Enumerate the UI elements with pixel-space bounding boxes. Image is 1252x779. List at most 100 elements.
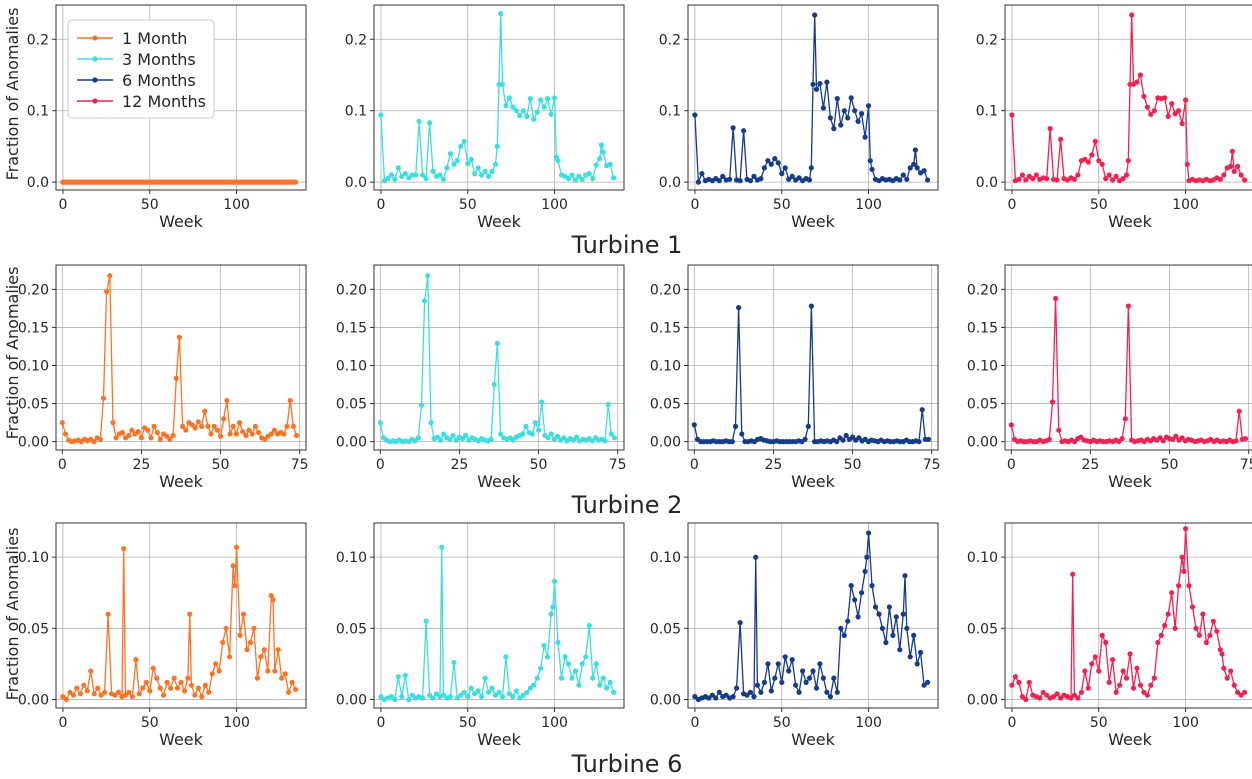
data-point [122, 692, 128, 698]
data-point [420, 172, 426, 178]
data-point [157, 436, 163, 442]
series-line-6-months [693, 306, 929, 443]
data-point [1214, 628, 1220, 634]
data-point [520, 108, 526, 114]
data-point [848, 95, 854, 101]
data-point [171, 675, 177, 681]
data-point [573, 434, 580, 440]
data-point [1129, 12, 1135, 18]
data-point [110, 420, 116, 426]
data-point [751, 173, 757, 179]
y-tick-label: 0.2 [976, 32, 998, 48]
data-point [824, 79, 830, 85]
data-point [536, 427, 542, 433]
data-point [548, 431, 554, 437]
y-tick-label: 0.05 [650, 621, 681, 637]
y-tick-label: 0.20 [650, 282, 681, 298]
data-point [852, 108, 858, 114]
data-point [425, 273, 431, 279]
data-point [552, 578, 558, 584]
data-point [1030, 176, 1036, 182]
data-point [548, 611, 554, 617]
data-point [1106, 679, 1112, 686]
data-point [1193, 625, 1199, 631]
data-point [758, 689, 764, 695]
data-point [1123, 675, 1130, 681]
y-tick-label: 0.20 [967, 282, 998, 298]
x-tick-label: 100 [1172, 715, 1199, 731]
x-tick-label: 0 [690, 715, 699, 731]
subplot-row1-12-months: 0 50 100 0.0 0.1 0.2 Week [976, 4, 1252, 231]
data-point [60, 694, 66, 700]
data-point [281, 431, 287, 437]
data-point [195, 685, 201, 691]
series-line-12-months [1011, 14, 1246, 182]
data-point [392, 696, 398, 703]
data-point [517, 695, 523, 701]
data-point [74, 685, 80, 691]
data-point [486, 173, 492, 179]
data-point [531, 682, 537, 688]
data-point [181, 688, 188, 694]
data-point [1047, 126, 1053, 132]
data-point [897, 177, 903, 183]
data-point [607, 679, 613, 686]
data-point [834, 96, 840, 102]
data-point [1151, 675, 1157, 681]
data-point [597, 682, 603, 688]
data-point [520, 692, 526, 698]
series-line-3-months [380, 547, 615, 702]
legend-label: 1 Month [122, 29, 187, 48]
data-point [178, 679, 184, 686]
data-point [216, 668, 222, 674]
data-point [761, 679, 768, 686]
data-point [803, 679, 809, 686]
legend-label: 3 Months [122, 50, 196, 69]
data-point [211, 423, 217, 429]
data-point [747, 689, 754, 695]
x-axis-label: Week [477, 472, 522, 491]
x-tick-label: 0 [58, 197, 67, 213]
data-point [221, 416, 227, 422]
data-point [77, 691, 83, 697]
data-point [912, 147, 919, 153]
data-point [482, 168, 488, 174]
data-point [1053, 295, 1059, 302]
data-point [399, 694, 405, 700]
data-point [805, 423, 811, 429]
turbine-title-1: Turbine 1 [571, 231, 683, 259]
y-tick-label: 0.2 [659, 32, 681, 48]
data-point [151, 423, 157, 429]
data-point [243, 432, 249, 439]
data-point [227, 654, 233, 660]
data-point [548, 111, 554, 117]
data-point [378, 112, 384, 118]
data-point [848, 583, 854, 589]
data-point [1016, 176, 1022, 182]
data-point [1056, 427, 1062, 433]
data-point [135, 429, 141, 435]
data-point [786, 668, 792, 674]
data-point [237, 632, 243, 639]
data-point [552, 95, 558, 101]
y-tick-label: 0.10 [18, 358, 49, 374]
data-point [174, 685, 181, 691]
legend-entry-1-month: 1 Month [77, 29, 187, 48]
data-point [1172, 625, 1178, 631]
data-point [465, 694, 471, 700]
data-point [268, 431, 274, 437]
y-tick-label: 0.05 [336, 397, 367, 413]
data-point [914, 165, 920, 171]
legend-marker [92, 35, 98, 41]
y-tick-label: 0.15 [18, 320, 49, 336]
data-point [1037, 695, 1043, 701]
data-point [1207, 632, 1213, 639]
data-point [1122, 416, 1128, 422]
data-point [161, 692, 167, 698]
y-tick-label: 0.05 [967, 621, 998, 637]
data-point [102, 689, 108, 695]
data-point [520, 431, 526, 437]
data-point [572, 668, 579, 674]
data-point [921, 682, 927, 688]
data-point [286, 689, 292, 695]
